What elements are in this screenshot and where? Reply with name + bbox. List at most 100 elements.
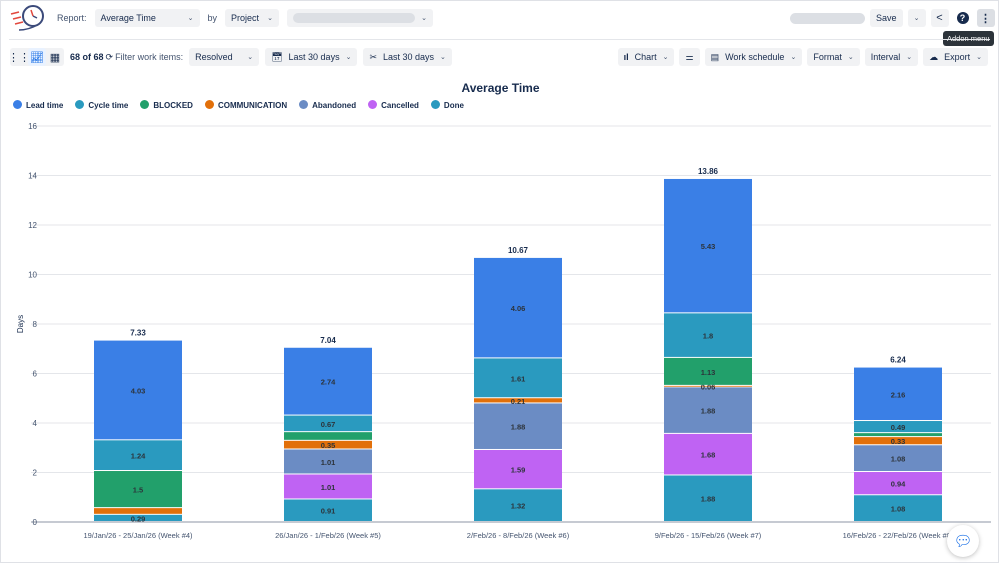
bar-segment: [854, 472, 942, 495]
y-tick-label: 0: [33, 518, 38, 527]
bar-segment: [854, 445, 942, 472]
y-tick-label: 14: [28, 172, 37, 181]
data-label: 4.06: [511, 304, 526, 313]
project-placeholder: [293, 13, 416, 23]
legend-item[interactable]: Done: [430, 100, 464, 110]
chart-type-button[interactable]: ıl Chart ⌄: [617, 48, 675, 66]
data-label: 0.67: [321, 420, 336, 429]
bar-segment: [94, 514, 182, 521]
chevron-down-icon: ⌄: [906, 54, 913, 61]
export-button[interactable]: ☁ Export ⌄: [923, 48, 988, 66]
bar-segment: [474, 489, 562, 521]
data-label: 1.88: [701, 495, 716, 504]
by-label: by: [207, 13, 218, 23]
data-label: 0.21: [511, 397, 526, 406]
legend-dot-icon: [204, 100, 214, 109]
grid-view-button[interactable]: ⋮⋮: [8, 48, 30, 66]
total-label: 7.33: [130, 329, 146, 338]
legend-item[interactable]: BLOCKED: [140, 100, 193, 110]
work-schedule-button[interactable]: ▤ Work schedule ⌄: [704, 48, 803, 66]
y-tick-label: 16: [28, 122, 37, 131]
chevron-down-icon: ⌄: [421, 15, 428, 22]
total-label: 10.67: [508, 246, 529, 255]
refresh-icon[interactable]: ⟳: [105, 51, 114, 62]
total-label: 6.24: [890, 356, 906, 365]
interval-label: Interval: [870, 52, 901, 62]
scissors-icon: ✂: [369, 51, 377, 62]
save-button[interactable]: Save: [870, 9, 903, 27]
bar-segment: [94, 508, 182, 514]
total-label: 7.04: [320, 336, 336, 345]
line-chart-icon: 📈︎: [30, 51, 44, 64]
chevron-down-icon: ⌄: [187, 15, 194, 22]
chevron-down-icon: ⌄: [267, 15, 274, 22]
report-select[interactable]: Average Time ⌄: [94, 9, 200, 27]
bar-segment: [284, 347, 372, 415]
data-label: 0.91: [321, 507, 336, 516]
settings-button[interactable]: ⚌: [679, 48, 700, 66]
legend-dot-icon: [13, 100, 22, 109]
project-select[interactable]: ⌄: [287, 9, 434, 27]
chart-view-button[interactable]: 📈︎: [28, 48, 46, 66]
legend-item[interactable]: Cycle time: [75, 100, 128, 110]
chat-support-button[interactable]: 💬︎: [947, 525, 979, 557]
table-icon: ▦: [49, 51, 61, 64]
chart-label: Chart: [634, 52, 657, 62]
bar-segment: [854, 433, 942, 437]
date-range-select[interactable]: 📅︎ Last 30 days ⌄: [265, 48, 358, 66]
filter-select[interactable]: Resolved ⌄: [189, 48, 260, 66]
chevron-down-icon: ⌄: [440, 54, 446, 61]
filter-label: Filter work items:: [115, 52, 184, 62]
chart-legend: Lead time Cycle time BLOCKED COMMUNICATION A…: [13, 100, 464, 110]
chevron-down-icon: ⌄: [247, 54, 254, 61]
format-label: Format: [813, 52, 842, 62]
legend-item[interactable]: COMMUNICATION: [204, 100, 287, 110]
legend-label: Done: [443, 101, 464, 110]
data-label: 1.08: [891, 455, 906, 464]
chevron-down-icon: ⌄: [662, 54, 669, 61]
x-tick-label: 2/Feb/26 - 8/Feb/26 (Week #6): [467, 531, 570, 540]
save-options-button[interactable]: ⌄: [907, 9, 926, 27]
bar-segment: [284, 474, 372, 499]
bar-segment: [854, 367, 942, 421]
app-logo: [9, 4, 47, 32]
share-button[interactable]: <: [930, 9, 949, 27]
data-label: 0.33: [891, 437, 906, 446]
total-label: 13.86: [698, 167, 719, 176]
addon-menu-button[interactable]: ⋮: [976, 9, 995, 27]
data-label: 1.68: [701, 451, 716, 460]
format-button[interactable]: Format ⌄: [807, 48, 860, 66]
data-label: 0.06: [701, 383, 716, 392]
x-tick-label: 9/Feb/26 - 15/Feb/26 (Week #7): [655, 531, 762, 540]
data-label: 2.74: [321, 378, 336, 387]
date-range2-select[interactable]: ✂ Last 30 days ⌄: [363, 48, 452, 66]
legend-item[interactable]: Cancelled: [368, 100, 419, 110]
group-by-select[interactable]: Project ⌄: [225, 9, 280, 27]
group-by-value: Project: [231, 13, 260, 23]
interval-button[interactable]: Interval ⌄: [864, 48, 919, 66]
bar-segment: [664, 385, 752, 387]
bar-segment: [854, 495, 942, 521]
data-label: 1.61: [511, 374, 526, 383]
data-label: 1.13: [701, 368, 716, 377]
table-view-button[interactable]: ▦: [46, 48, 64, 66]
bar-segment: [854, 437, 942, 445]
cloud-download-icon: ☁: [929, 51, 939, 62]
report-value: Average Time: [100, 13, 156, 23]
calendar-icon: ▤: [710, 51, 720, 62]
legend-item[interactable]: Abandoned: [299, 100, 356, 110]
bar-segment: [94, 471, 182, 508]
legend-item[interactable]: Lead time: [13, 100, 63, 110]
data-label: 1.5: [133, 486, 143, 495]
bar-segment: [474, 257, 562, 358]
y-tick-label: 10: [28, 271, 37, 280]
data-label: 1.24: [131, 452, 146, 461]
legend-dot-icon: [430, 100, 440, 109]
help-button[interactable]: ?: [954, 9, 972, 27]
help-icon: ?: [956, 12, 969, 24]
y-tick-label: 4: [33, 419, 38, 428]
chevron-down-icon: ⌄: [790, 54, 797, 61]
data-label: 1.01: [321, 458, 336, 467]
item-count: 68 of 68: [70, 52, 104, 62]
chat-icon: 💬︎: [953, 533, 973, 550]
